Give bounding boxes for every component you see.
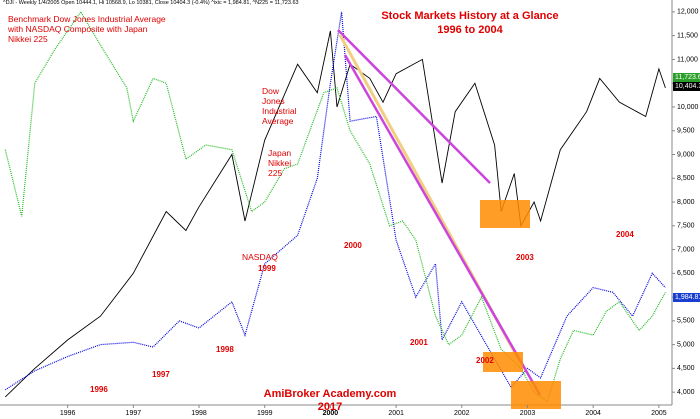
chart-title: Stock Markets History at a Glance (381, 10, 559, 22)
period-label: 1999 (258, 264, 276, 273)
x-tick-label: 1999 (257, 410, 273, 417)
y-tick-label: 8,000 (677, 199, 695, 206)
y-tick-label: 7,000 (677, 246, 695, 253)
series-line (4, 11, 666, 391)
x-tick-label: 2000 (323, 410, 339, 417)
watermark: AmiBroker Academy.com 2017 (263, 388, 397, 413)
x-tick-label: 2004 (585, 410, 601, 417)
series-line (4, 30, 666, 398)
annotations (337, 29, 561, 409)
price-tag: 10,404.3 (673, 82, 700, 91)
y-tick-label: 10,000 (677, 104, 699, 111)
x-tick-label: 1998 (191, 410, 207, 417)
y-tick-label: 11,000 (677, 56, 698, 63)
x-tick-label: 2001 (388, 410, 404, 417)
y-tick-label: 9,000 (677, 151, 695, 158)
price-tag: 11,723.63 (673, 73, 700, 82)
series-label: Japan Nikkei 225 (268, 148, 292, 178)
x-tick-label: 2005 (651, 410, 667, 417)
y-tick-label: 12,000 (677, 9, 699, 16)
period-label: 1996 (90, 385, 108, 394)
y-tick-label: 5,000 (677, 341, 695, 348)
period-label: 1997 (152, 370, 170, 379)
header: ^DJI - Weekly 1/4/2005 Open 10444.1, Hi … (3, 0, 299, 6)
period-label: 2000 (344, 241, 362, 250)
y-tick-label: 5,500 (677, 318, 695, 325)
period-label: 2004 (616, 230, 634, 239)
plot (4, 10, 666, 403)
y-tick-label: 6,500 (677, 270, 695, 277)
series-line (4, 10, 666, 403)
period-label: 2002 (476, 356, 494, 365)
period-label: 2001 (410, 338, 428, 347)
highlight-box (511, 381, 561, 409)
x-tick-label: 2003 (520, 410, 536, 417)
highlight-box (480, 200, 530, 228)
period-label: 2003 (516, 253, 534, 262)
y-tick-label: 7,500 (677, 223, 695, 230)
series-label: NASDAQ (242, 252, 278, 262)
x-tick-label: 1996 (60, 410, 76, 417)
trend-line (337, 29, 491, 184)
y-tick-label: 8,500 (677, 175, 695, 182)
y-tick-label: 4,000 (677, 389, 695, 396)
x-tick-label: 2002 (454, 410, 470, 417)
price-tag: 1,984.81 (673, 293, 700, 302)
y-tick-label: 11,500 (677, 32, 698, 39)
chart-subtitle: 1996 to 2004 (437, 24, 503, 36)
y-tick-label: 9,500 (677, 128, 695, 135)
highlight-box (483, 352, 523, 372)
x-tick-label: 1997 (126, 410, 142, 417)
period-label: 1998 (216, 345, 234, 354)
description: Benchmark Dow Jones Industrial Average w… (8, 14, 166, 44)
y-tick-label: 4,500 (677, 365, 695, 372)
series-label: Dow Jones Industrial Average (262, 86, 297, 126)
trend-line (343, 54, 542, 396)
